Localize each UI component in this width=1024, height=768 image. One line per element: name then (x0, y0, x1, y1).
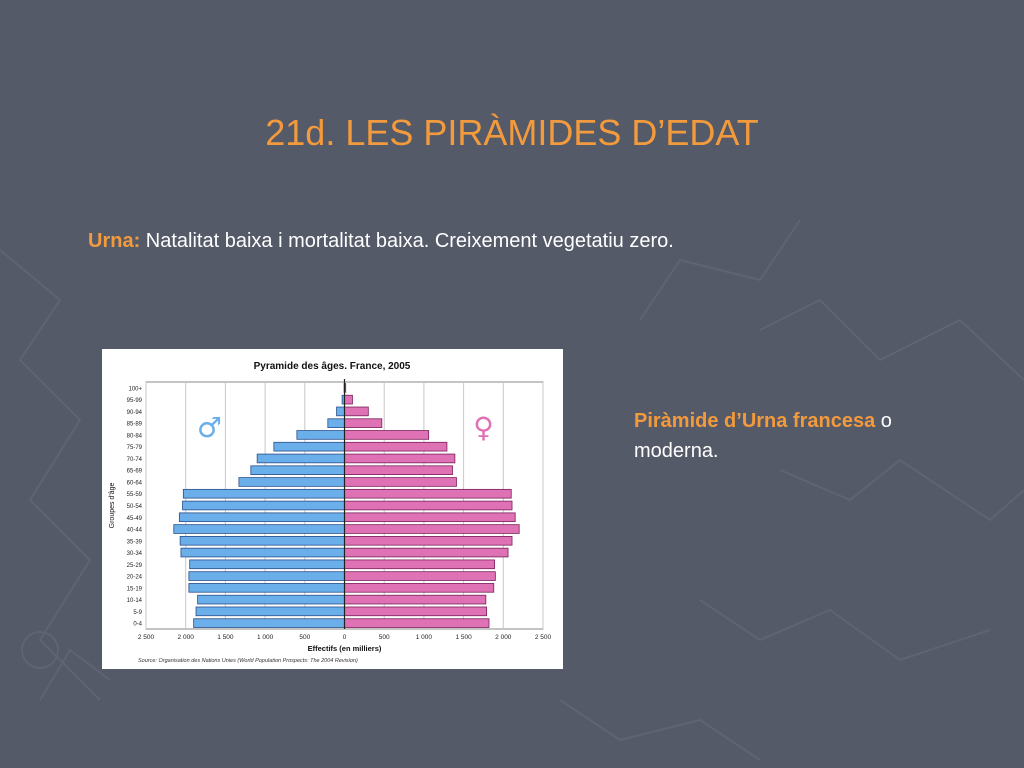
female-bar (344, 488, 512, 499)
x-tick-label: 2 500 (535, 634, 552, 641)
x-tick-label: 500 (379, 634, 390, 641)
female-bar (344, 536, 513, 546)
male-bar (188, 583, 345, 593)
side-note-text: o moderna. (634, 410, 892, 462)
male-bar (189, 559, 345, 570)
x-axis-label: Effectifs (en milliers) (308, 644, 382, 653)
age-group-label: 5-9 (133, 610, 142, 616)
age-group-label: 65-69 (127, 469, 143, 475)
male-bar (179, 536, 345, 546)
x-tick-label: 1 500 (217, 634, 234, 641)
female-bar (344, 441, 448, 452)
male-bar (273, 441, 345, 452)
male-bar (238, 477, 345, 487)
age-group-label: 40-44 (127, 528, 143, 534)
side-note: Piràmide d’Urna francesa o moderna. (634, 406, 964, 466)
female-bar (344, 394, 353, 405)
age-group-label: 15-19 (127, 586, 143, 592)
female-bar (344, 606, 488, 617)
age-group-label: 80-84 (127, 433, 143, 439)
female-bar (344, 559, 495, 570)
x-tick-label: 1 500 (455, 634, 472, 641)
female-bar (344, 500, 513, 511)
age-group-label: 10-14 (127, 598, 143, 604)
female-bar (344, 477, 457, 487)
male-bar (250, 465, 345, 475)
age-group-label: 60-64 (127, 480, 143, 486)
x-tick-label: 500 (299, 634, 310, 641)
age-group-label: 90-94 (127, 410, 143, 416)
pyramid-svg: 100+ 95-99 90-94 85-89 80-84 75-79 70-74 65-69 6… (109, 361, 552, 664)
intro-lead: Urna: (88, 230, 141, 252)
female-bar (344, 583, 495, 593)
age-group-label: 30-34 (127, 551, 143, 557)
female-bar (344, 418, 383, 428)
x-tick-label: 1 000 (416, 634, 433, 641)
male-bar (193, 618, 345, 628)
intro-line: Urna: Natalitat baixa i mortalitat baixa… (88, 230, 674, 253)
x-tick-label: 0 (343, 634, 347, 641)
male-bar (182, 500, 345, 511)
male-bar (188, 571, 345, 581)
age-group-label: 100+ (128, 386, 142, 392)
intro-text: Natalitat baixa i mortalitat baixa. Crei… (145, 230, 674, 252)
population-pyramid-chart: 100+ 95-99 90-94 85-89 80-84 75-79 70-74 65-69 6… (102, 349, 563, 669)
male-bar (173, 524, 345, 534)
male-bar (182, 488, 345, 499)
male-bar (296, 430, 345, 440)
female-bar (344, 571, 496, 581)
slide-title: 21d. LES PIRÀMIDES D’EDAT (265, 112, 759, 153)
x-tick-label: 2 000 (495, 634, 512, 641)
y-axis-label: Groupes d'âge (109, 483, 116, 529)
female-bar (344, 430, 430, 440)
female-bar (344, 547, 509, 558)
female-bar (344, 524, 520, 534)
female-bar (344, 406, 369, 417)
x-tick-label: 2 000 (178, 634, 195, 641)
male-bar (180, 547, 345, 558)
age-group-label: 75-79 (127, 445, 143, 451)
age-group-label: 70-74 (127, 457, 143, 463)
age-group-label: 95-99 (127, 398, 143, 404)
side-note-lead: Piràmide d’Urna francesa (634, 410, 876, 432)
age-group-label: 35-39 (127, 539, 143, 545)
age-group-label: 45-49 (127, 516, 143, 522)
male-bar (336, 406, 345, 417)
age-group-label: 20-24 (127, 575, 143, 581)
age-group-label: 0-4 (133, 622, 142, 628)
x-tick-label: 2 500 (138, 634, 155, 641)
female-symbol-icon: ♀ (473, 411, 494, 444)
x-tick-label: 1 000 (257, 634, 274, 641)
male-bar (256, 453, 345, 464)
female-bar (344, 465, 453, 475)
female-bar (344, 618, 490, 628)
age-group-label: 55-59 (127, 492, 143, 498)
age-group-label: 25-29 (127, 563, 143, 569)
male-bar (178, 512, 345, 523)
chart-source: Source: Organisation des Nations Unies (… (138, 658, 358, 664)
age-group-label: 85-89 (127, 422, 143, 428)
male-bar (197, 594, 345, 605)
male-bar (327, 418, 345, 428)
female-bar (344, 512, 516, 523)
female-bar (344, 594, 487, 605)
male-symbol-icon: ♂ (197, 411, 222, 444)
male-bar (195, 606, 345, 617)
chart-title: Pyramide des âges. France, 2005 (254, 361, 411, 372)
female-bar (344, 453, 456, 464)
age-group-label: 50-54 (127, 504, 143, 510)
